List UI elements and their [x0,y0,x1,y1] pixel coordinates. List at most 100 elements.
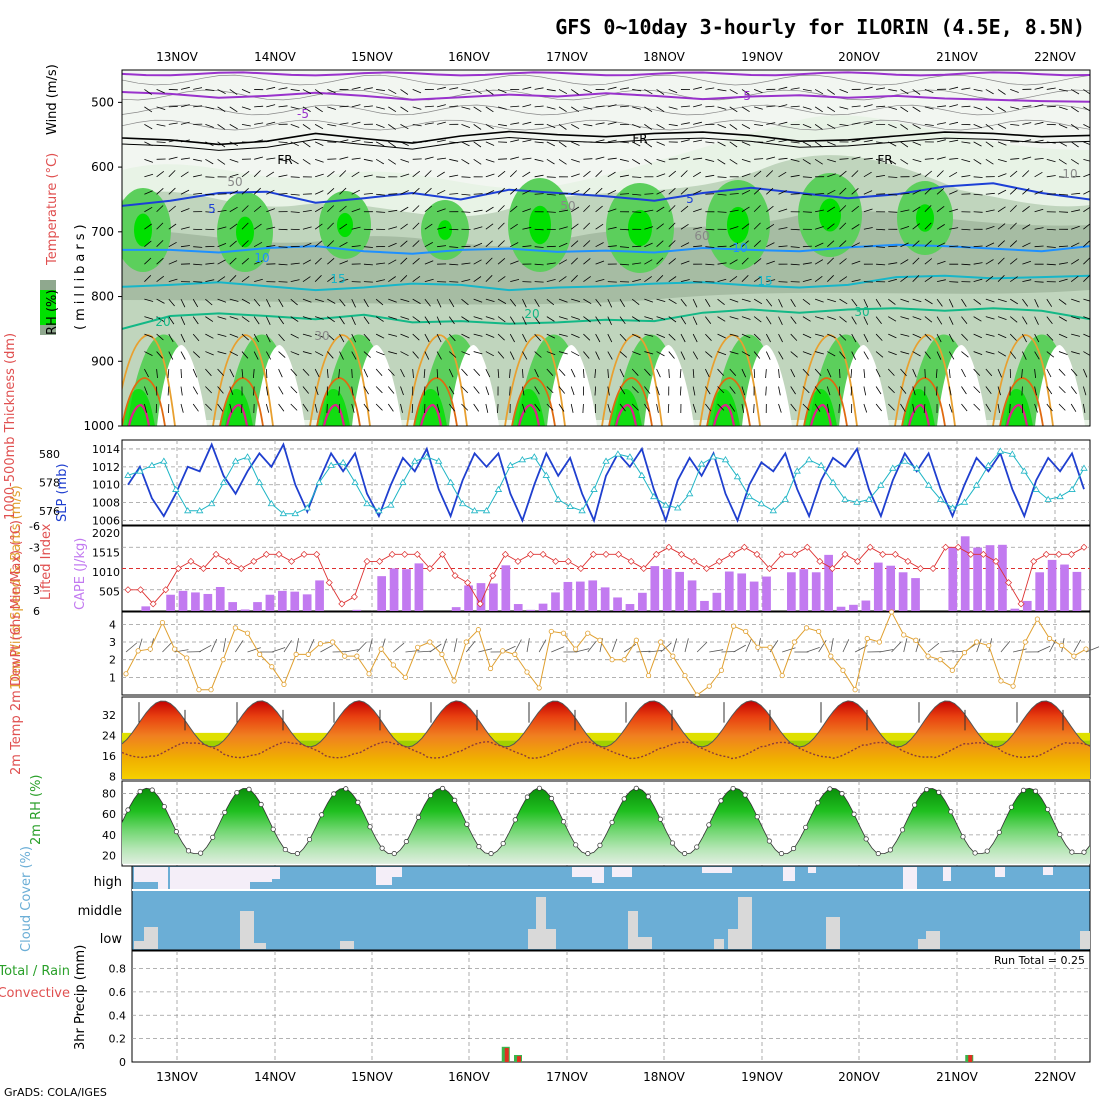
wind-barb [973,368,981,376]
wind-barb [778,86,788,90]
wind-barb [888,298,896,305]
wind-barb [924,106,934,110]
wind-barb [973,278,983,283]
millibars-label: (millibars) [73,220,88,330]
wind-barb [473,158,482,165]
cape-bar [191,592,200,611]
wind-barb [229,106,238,113]
wind-barb [558,209,568,213]
wind-barb [400,158,410,163]
temperature-contour-35 [1005,403,1029,426]
lifted-index-marker [225,557,233,565]
wind-barb [693,121,702,125]
wind10m-marker [816,628,822,635]
cape-bar [551,592,560,611]
wind-barb [522,333,527,343]
lifted-index-marker [376,557,384,565]
wind-barb [217,106,226,112]
wind-barb [900,193,910,195]
wind-barb [973,333,982,339]
wind10m-barb [709,649,724,653]
cape-bar [836,606,846,611]
wind-barb [265,403,270,413]
wind-barb [217,386,224,394]
cloud-high-bar [572,867,592,877]
wind-barb [912,316,922,320]
wind10m-barb [344,649,359,653]
wind-barb [412,369,414,379]
wind-barb [827,298,837,303]
wind-barb [1010,89,1019,93]
cloud-high-bar [592,867,604,883]
wind-barb [717,278,727,283]
temperature-area [122,700,1090,779]
wind-barb [412,170,421,178]
wind-barb [693,245,703,248]
lifted-index-marker [615,550,623,558]
wind-barb [485,351,494,357]
wind-barb [351,403,355,413]
wind10m-barb [818,639,827,653]
wind-barb [887,403,895,411]
wind-barb [875,368,881,378]
thickness-marker [1020,467,1028,474]
wind-barb [827,124,836,129]
wind-barb [729,226,739,230]
lifted-index-marker [199,565,207,572]
wind-barb [241,222,249,230]
wind-barb [644,368,651,376]
cape-bar [215,586,225,611]
wind-barb [888,351,897,356]
wind-barb [827,106,836,113]
wind-barb [814,386,821,394]
wind10m-marker [573,646,579,652]
wind-barb [437,139,446,143]
wind-barb [241,240,249,247]
wind-barb [1009,205,1017,213]
wind-barb [168,122,178,125]
wind-barb [815,316,824,320]
thickness-marker [1056,492,1064,500]
rh2m-marker [730,785,736,792]
wind-barb [802,245,812,248]
rh2m-marker [742,792,748,798]
lifted-index-marker [753,550,761,558]
thickness-marker [148,461,156,468]
li-tick-label: 0 [33,563,40,576]
wind-barb [790,174,800,178]
wind-barb [765,351,771,360]
thickness-marker [829,478,837,485]
rh-saturated-core [628,209,652,247]
temperature-contour-25 [212,334,274,426]
wind-barb [558,124,567,130]
precip-tick-label: 0.2 [109,1033,127,1046]
wind-barb [790,193,800,195]
wind-barb [888,158,897,165]
wind-barb [1009,316,1018,323]
wind-barb [778,121,788,125]
wind-barb [973,298,982,305]
wind-barb [461,211,471,213]
wind-barb [241,333,249,341]
wind-barb [400,173,410,178]
wind-barb [388,209,398,213]
wind-barb [668,222,676,230]
thickness-marker [351,478,359,485]
wind10m-marker [329,639,336,645]
thickness-marker [673,504,682,511]
wind-barb [1010,106,1020,110]
wind-barb [717,351,727,356]
wind-barb [351,316,356,325]
wind10m-marker [961,650,968,656]
wind10m-barb [733,644,746,653]
wind10m-marker [803,625,810,631]
wind-barb [180,86,190,90]
wind-barb [192,368,198,378]
wind-barb [241,170,250,178]
wind-barb [1022,333,1027,343]
wind-barb [717,193,727,196]
wind-barb [607,226,617,230]
wind-barb [607,157,617,160]
wind-barb [193,281,203,283]
